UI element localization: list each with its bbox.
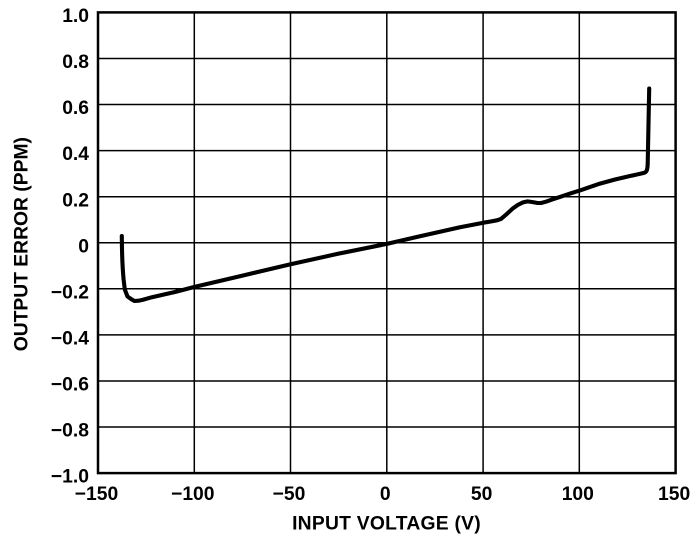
- svg-text:INPUT VOLTAGE (V): INPUT VOLTAGE (V): [292, 514, 481, 535]
- svg-text:100: 100: [562, 484, 594, 505]
- svg-text:−0.2: −0.2: [51, 282, 89, 303]
- svg-text:−1.0: −1.0: [51, 467, 89, 488]
- svg-text:0.4: 0.4: [62, 144, 89, 165]
- svg-text:1.0: 1.0: [62, 6, 89, 27]
- svg-text:−50: −50: [273, 484, 306, 505]
- svg-text:0: 0: [380, 484, 391, 505]
- svg-text:−0.8: −0.8: [51, 421, 89, 442]
- svg-text:150: 150: [658, 484, 690, 505]
- svg-text:0: 0: [78, 236, 89, 257]
- svg-text:OUTPUT ERROR (PPM): OUTPUT ERROR (PPM): [12, 137, 33, 351]
- svg-text:0.2: 0.2: [62, 190, 89, 211]
- svg-text:0.8: 0.8: [62, 52, 89, 73]
- svg-text:−100: −100: [171, 484, 214, 505]
- svg-text:−0.6: −0.6: [51, 375, 89, 396]
- svg-text:50: 50: [471, 484, 492, 505]
- svg-text:0.6: 0.6: [62, 98, 89, 119]
- svg-text:−150: −150: [75, 484, 118, 505]
- svg-text:−0.4: −0.4: [51, 329, 89, 350]
